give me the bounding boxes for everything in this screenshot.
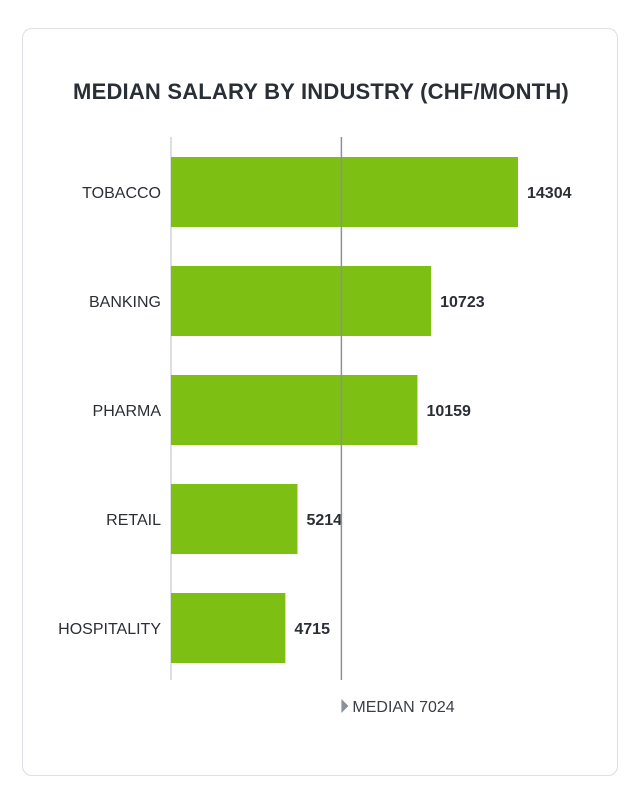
category-label: RETAIL xyxy=(106,512,161,529)
chart-title: MEDIAN SALARY BY INDUSTRY (CHF/MONTH) xyxy=(73,79,569,104)
category-label: PHARMA xyxy=(93,403,162,420)
bar-pharma xyxy=(171,375,418,445)
value-label: 10723 xyxy=(440,294,485,311)
value-label: 14304 xyxy=(527,185,572,202)
bar-retail xyxy=(171,484,298,554)
bar-tobacco xyxy=(171,157,518,227)
bar-hospitality xyxy=(171,593,286,663)
value-label: 5214 xyxy=(306,512,342,529)
category-label: HOSPITALITY xyxy=(58,621,161,638)
bar-banking xyxy=(171,266,432,336)
median-label: MEDIAN 7024 xyxy=(352,699,454,716)
category-label: TOBACCO xyxy=(82,185,161,202)
value-label: 4715 xyxy=(294,621,330,638)
median-marker-icon xyxy=(341,699,349,713)
value-label: 10159 xyxy=(426,403,471,420)
category-label: BANKING xyxy=(89,294,161,311)
